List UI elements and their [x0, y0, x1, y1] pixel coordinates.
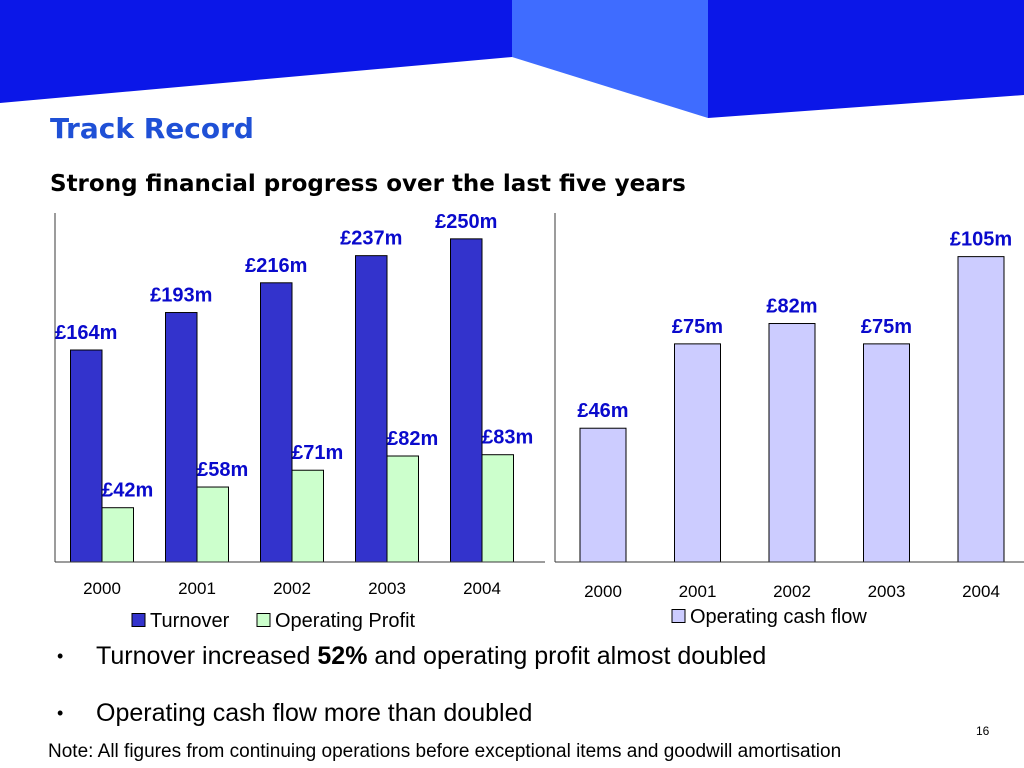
operating-cash-flow-data-label-2001: £75m: [672, 316, 723, 338]
operating-cash-flow-data-label-2003: £75m: [861, 316, 912, 338]
operating-profit-data-label-2003: £82m: [387, 428, 438, 450]
operating-cash-flow-data-label-2000: £46m: [577, 400, 628, 422]
slide-title: Track Record: [50, 112, 254, 145]
turnover-data-label-2003: £237m: [340, 228, 402, 250]
header-band-left: [0, 0, 512, 103]
bullet-text: Turnover increased 52% and operating pro…: [96, 641, 766, 671]
bullet-text-part: and operating profit almost doubled: [367, 642, 767, 670]
x-tick-label-2004: 2004: [463, 579, 501, 598]
operating-cash-flow-data-label-2004: £105m: [950, 229, 1012, 251]
turnover-bar-2004: [450, 238, 483, 563]
operating-profit-data-label-2002: £71m: [292, 442, 343, 464]
legend-label-operating-profit: Operating Profit: [275, 610, 416, 632]
x-tick-label-2001: 2001: [178, 579, 216, 598]
turnover-bar-2002: [260, 282, 293, 563]
x-tick-label-2002: 2002: [773, 582, 811, 601]
bullet-glyph: •: [57, 703, 64, 723]
operating-profit-bar-2004: [481, 454, 514, 563]
legend-swatch-turnover: [131, 613, 146, 627]
turnover-bar-2000: [70, 349, 103, 563]
bullet-glyph: •: [57, 646, 64, 666]
operating-cash-flow-bar-2004: [957, 256, 1005, 563]
legend-label-turnover: Turnover: [150, 610, 230, 632]
bullet-text-part: Turnover increased: [96, 642, 318, 670]
turnover-data-label-2001: £193m: [150, 285, 212, 307]
operating-profit-bar-2000: [101, 507, 134, 563]
operating-cash-flow-bar-2002: [768, 323, 816, 563]
operating-cash-flow-chart: £46m 2000 £75m 2001 £82m 2002 £75m 2003 £105m 200…: [554, 213, 1024, 628]
x-tick-label-2001: 2001: [679, 582, 717, 601]
x-tick-label-2002: 2002: [273, 579, 311, 598]
x-tick-label-2003: 2003: [868, 582, 906, 601]
x-tick-label-2004: 2004: [962, 582, 1000, 601]
chart-plot-area: £46m 2000 £75m 2001 £82m 2002 £75m 2003 £105m 200…: [554, 213, 1024, 628]
bullet-text: Operating cash flow more than doubled: [96, 698, 532, 728]
x-tick-label-2000: 2000: [83, 579, 121, 598]
turnover-bar-2003: [355, 255, 388, 563]
x-tick-label-2003: 2003: [368, 579, 406, 598]
header-band-right: [708, 0, 1024, 118]
operating-profit-data-label-2001: £58m: [197, 459, 248, 481]
operating-profit-bar-2003: [386, 455, 419, 563]
operating-cash-flow-bar-2001: [674, 343, 721, 563]
operating-cash-flow-data-label-2002: £82m: [766, 296, 817, 318]
slide-subtitle: Strong financial progress over the last …: [50, 171, 686, 197]
bullet-emphasis: 52%: [317, 642, 368, 670]
legend-swatch-operating-profit: [256, 613, 271, 627]
x-tick-label-2000: 2000: [584, 582, 622, 601]
turnover-bar-2001: [165, 312, 198, 563]
header-banner: [0, 0, 1024, 118]
chart-plot-area: £164m £42m 2000 £193m £58m 2001 £216m £71m 2002 £…: [54, 211, 545, 632]
header-band-accent: [512, 0, 708, 118]
bullet-item: • Turnover increased 52% and operating p…: [0, 641, 1024, 671]
legend-swatch-operating-cash-flow: [671, 609, 686, 623]
bullet-text-part: Operating cash flow more than doubled: [96, 699, 533, 727]
turnover-data-label-2002: £216m: [245, 255, 307, 277]
operating-profit-data-label-2004: £83m: [482, 427, 533, 449]
turnover-data-label-2004: £250m: [435, 211, 497, 233]
legend-label-operating-cash-flow: Operating cash flow: [690, 606, 867, 628]
turnover-operating-profit-chart: £164m £42m 2000 £193m £58m 2001 £216m £71m 2002 £…: [54, 211, 545, 632]
operating-cash-flow-bar-2000: [579, 427, 627, 563]
page-number: 16: [976, 724, 990, 738]
operating-profit-bar-2002: [291, 469, 324, 563]
operating-cash-flow-bar-2003: [863, 343, 910, 563]
footnote: Note: All figures from continuing operat…: [48, 741, 842, 762]
operating-profit-bar-2001: [196, 486, 229, 563]
operating-profit-data-label-2000: £42m: [102, 480, 153, 502]
turnover-data-label-2000: £164m: [55, 322, 117, 344]
bullet-item: • Operating cash flow more than doubled: [0, 698, 1024, 728]
